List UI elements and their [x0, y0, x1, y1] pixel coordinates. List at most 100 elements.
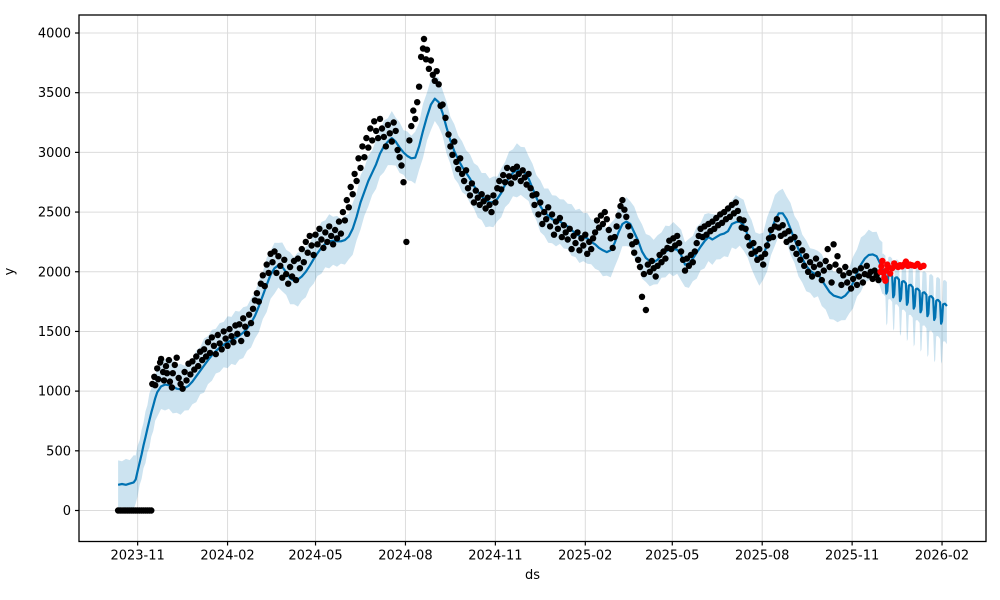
actual-point [797, 256, 804, 263]
actual-point [760, 261, 767, 268]
actual-point [169, 370, 176, 377]
actual-point [298, 245, 305, 253]
history-uncertainty-band [118, 76, 883, 510]
actual-point [838, 281, 845, 289]
actual-point [255, 298, 262, 305]
actual-point [193, 353, 200, 360]
actual-point [844, 279, 851, 286]
actual-point [632, 238, 640, 246]
actual-point [175, 374, 182, 382]
actual-point [785, 228, 792, 235]
actual-point [584, 250, 591, 257]
actual-point [316, 225, 323, 232]
actual-point [157, 355, 165, 363]
actual-point [615, 212, 622, 219]
actual-point [806, 259, 814, 266]
gridlines [79, 15, 986, 542]
actual-point [171, 361, 178, 369]
actual-point [425, 65, 433, 73]
actual-point [828, 279, 835, 286]
actual-point [238, 337, 245, 345]
actual-point [292, 276, 300, 284]
actual-point [369, 137, 376, 144]
actual-point [507, 180, 515, 187]
y-tick-label: 3500 [38, 86, 71, 101]
y-tick-label: 2500 [38, 206, 71, 221]
actual-point [179, 385, 186, 392]
x-tick-label: 2024-11 [468, 549, 522, 564]
actual-point [492, 199, 499, 206]
actual-point [228, 333, 235, 340]
actual-point [265, 269, 272, 277]
actual-point [216, 340, 223, 347]
actual-point [384, 121, 392, 129]
actual-point [154, 365, 161, 372]
actual-point [312, 231, 319, 238]
actual-point [240, 315, 247, 322]
actual-point [406, 137, 413, 144]
actual-point [189, 358, 196, 365]
actual-point [851, 267, 859, 274]
actual-point [392, 127, 399, 135]
actual-point [795, 239, 802, 247]
actual-point [505, 173, 513, 180]
actual-point [195, 362, 202, 370]
actual-point [445, 131, 452, 138]
actual-point [162, 362, 170, 370]
actual-point [857, 265, 865, 272]
actual-point [269, 259, 276, 266]
actual-point [349, 191, 356, 198]
actual-point [803, 253, 810, 260]
actual-point [822, 257, 829, 265]
actual-point [355, 155, 362, 162]
actual-point [460, 177, 468, 185]
actual-point [810, 263, 818, 271]
actual-point [333, 235, 341, 242]
actual-point [277, 262, 284, 269]
actual-point [168, 384, 176, 391]
actual-point [286, 263, 294, 271]
actual-point [259, 272, 266, 279]
actual-point [253, 290, 261, 297]
actual-point [636, 263, 644, 271]
recent-actual-point [920, 262, 927, 269]
actual-point [689, 259, 696, 266]
actual-point [541, 208, 548, 216]
actual-point [513, 163, 521, 170]
actual-point [662, 255, 669, 262]
actual-point [769, 233, 777, 241]
actual-point [435, 81, 442, 88]
actual-point [840, 272, 847, 279]
actual-point [621, 206, 628, 213]
x-tick-label: 2025-02 [558, 549, 612, 564]
tick-labels: 2023-11 2024-02 2024-05 2024-08 2024-11 2025-… [38, 27, 969, 564]
actual-point [564, 236, 571, 243]
actual-point [490, 192, 497, 199]
actual-point [261, 282, 268, 290]
actual-point [681, 267, 689, 274]
recent-actual-point [879, 257, 886, 265]
actual-point [756, 245, 763, 253]
actual-point [691, 248, 698, 255]
actual-point [181, 368, 188, 376]
actual-point [849, 275, 857, 283]
actual-point [322, 229, 329, 236]
actual-point [763, 242, 771, 249]
actual-point [744, 233, 751, 241]
actual-point [503, 164, 511, 172]
actual-point [804, 268, 812, 275]
y-tick-label: 2000 [38, 265, 71, 280]
actual-point [236, 321, 243, 328]
actual-point [470, 199, 478, 206]
actual-point [314, 241, 321, 248]
actual-point [464, 185, 472, 192]
actual-point [832, 261, 839, 268]
actual-point [740, 217, 747, 224]
actual-point [500, 171, 507, 179]
actual-point [308, 242, 315, 249]
actual-point [801, 262, 808, 269]
actual-point [243, 330, 251, 337]
actual-point [427, 57, 435, 64]
actual-point [275, 253, 282, 260]
actual-point [439, 101, 446, 108]
